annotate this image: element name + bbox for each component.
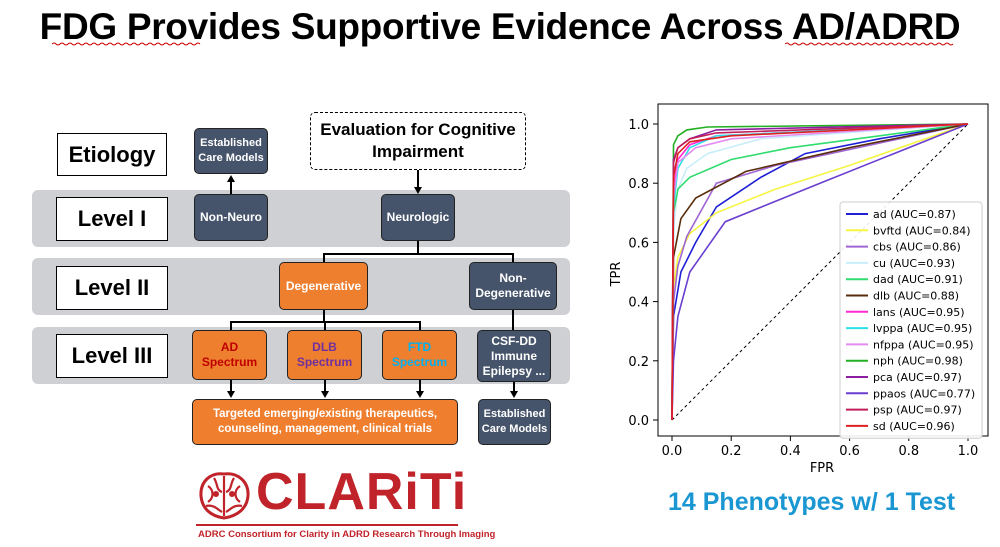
legend-entry: nfppa (AUC=0.95) bbox=[873, 338, 974, 351]
connector bbox=[419, 380, 421, 391]
chance-line bbox=[671, 123, 969, 421]
roc-series-line bbox=[671, 123, 969, 421]
x-tick-label: 0.8 bbox=[898, 444, 919, 459]
etiology-label: Etiology bbox=[57, 133, 167, 176]
clariti-logo: CLARiTi ADRC Consortium for Clarity in A… bbox=[196, 463, 495, 542]
connector bbox=[512, 253, 514, 262]
connector bbox=[323, 310, 325, 321]
non-degenerative-node: Non-Degenerative bbox=[469, 262, 557, 310]
legend-entry: ad (AUC=0.87) bbox=[873, 208, 956, 221]
x-tick-label: 0.2 bbox=[721, 444, 742, 459]
arrow-head bbox=[510, 391, 518, 398]
connector bbox=[419, 321, 421, 330]
y-axis-label: TPR bbox=[609, 262, 624, 288]
legend-entry: pca (AUC=0.97) bbox=[873, 371, 962, 384]
connector bbox=[513, 382, 515, 391]
y-tick-label: 0.6 bbox=[628, 236, 649, 251]
level-1-label: Level I bbox=[56, 197, 168, 241]
spellcheck-underline bbox=[785, 42, 954, 46]
arrow-head bbox=[321, 391, 329, 398]
roc-chart: 0.0 0.2 0.4 0.6 0.8 1.0 0.0 0.2 0.4 0.6 0.8 1.0 FPR T… bbox=[609, 103, 989, 476]
legend-entry: dlb (AUC=0.88) bbox=[873, 290, 959, 303]
dlb-spectrum-name: DLB bbox=[312, 340, 337, 354]
legend-entry: dad (AUC=0.91) bbox=[873, 273, 963, 286]
connector bbox=[324, 321, 326, 330]
connector bbox=[324, 380, 326, 391]
established-care-models-top: Established Care Models bbox=[194, 128, 268, 174]
legend-entry: lans (AUC=0.95) bbox=[873, 306, 965, 319]
roc-series-line bbox=[671, 123, 969, 421]
arrow-head bbox=[227, 391, 235, 398]
legend-entry: cu (AUC=0.93) bbox=[873, 257, 955, 270]
logo-divider bbox=[196, 524, 458, 526]
roc-series-line bbox=[671, 123, 969, 421]
therapeutics-bar: Targeted emerging/existing therapeutics,… bbox=[192, 399, 458, 445]
y-tick-label: 0.0 bbox=[628, 414, 649, 429]
ad-spectrum-suffix: Spectrum bbox=[201, 355, 258, 369]
legend-entry: bvftd (AUC=0.84) bbox=[873, 224, 971, 237]
ad-spectrum-name: AD bbox=[220, 340, 239, 354]
non-neuro-node: Non-Neuro bbox=[194, 194, 268, 241]
level-2-label: Level II bbox=[56, 266, 168, 310]
roc-series-line bbox=[671, 123, 969, 421]
connector bbox=[323, 253, 325, 262]
clariti-wordmark: CLARiTi bbox=[256, 463, 468, 521]
spellcheck-underline bbox=[52, 42, 201, 46]
y-tick-label: 0.8 bbox=[628, 177, 649, 192]
dlb-spectrum-suffix: Spectrum bbox=[296, 355, 353, 369]
connector bbox=[230, 180, 232, 194]
x-axis-label: FPR bbox=[810, 461, 834, 476]
ftd-spectrum-node: FTD Spectrum bbox=[382, 330, 457, 380]
ftd-spectrum-suffix: Spectrum bbox=[391, 355, 448, 369]
legend-entry: ppaos (AUC=0.77) bbox=[873, 387, 975, 400]
neurologic-node: Neurologic bbox=[381, 194, 455, 241]
level-3-label: Level III bbox=[56, 334, 168, 378]
ad-spectrum-node: AD Spectrum bbox=[192, 330, 267, 380]
connector bbox=[512, 310, 514, 330]
established-care-models-bottom: Established Care Models bbox=[478, 399, 551, 445]
ftd-spectrum-name: FTD bbox=[407, 340, 432, 354]
legend-box bbox=[839, 201, 983, 439]
clariti-subtitle: ADRC Consortium for Clarity in ADRD Rese… bbox=[198, 529, 496, 540]
legend-entry: psp (AUC=0.97) bbox=[873, 404, 962, 417]
connector bbox=[230, 321, 232, 330]
dlb-spectrum-node: DLB Spectrum bbox=[287, 330, 362, 380]
connector bbox=[323, 253, 513, 255]
legend-entry: sd (AUC=0.96) bbox=[873, 420, 955, 433]
phenotypes-tagline: 14 Phenotypes w/ 1 Test bbox=[668, 488, 956, 516]
x-tick-label: 1.0 bbox=[958, 444, 979, 459]
csf-dd-node: CSF-DD Immune Epilepsy ... bbox=[477, 330, 551, 382]
x-tick-label: 0.4 bbox=[780, 444, 801, 459]
legend-entry: nph (AUC=0.98) bbox=[873, 355, 963, 368]
legend-entry: cbs (AUC=0.86) bbox=[873, 241, 961, 254]
connector bbox=[417, 170, 419, 188]
y-tick-label: 0.4 bbox=[628, 296, 649, 311]
arrow-head bbox=[227, 175, 235, 182]
brain-icon bbox=[199, 472, 250, 520]
connector bbox=[417, 241, 419, 253]
y-tick-label: 1.0 bbox=[628, 118, 649, 133]
degenerative-node: Degenerative bbox=[279, 262, 368, 310]
x-tick-label: 0.0 bbox=[662, 444, 683, 459]
connector bbox=[230, 380, 232, 391]
legend-entry: lvppa (AUC=0.95) bbox=[873, 322, 972, 335]
slide-title: FDG Provides Supportive Evidence Across … bbox=[39, 6, 961, 47]
x-tick-label: 0.6 bbox=[839, 444, 860, 459]
evaluation-box: Evaluation for Cognitive Impairment bbox=[310, 112, 526, 170]
y-tick-label: 0.2 bbox=[628, 355, 649, 370]
arrow-head bbox=[416, 391, 424, 398]
arrow-head bbox=[414, 187, 422, 194]
